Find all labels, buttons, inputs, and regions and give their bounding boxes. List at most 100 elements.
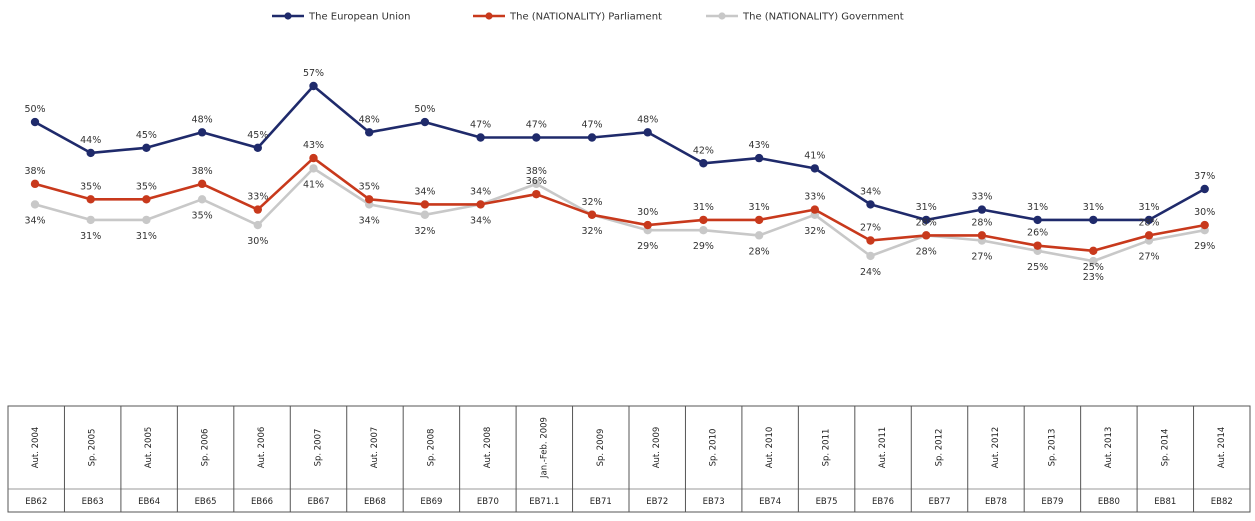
point-1-12 — [699, 215, 708, 225]
x-tick-code-17: EB78 — [985, 497, 1007, 507]
point-2-19 — [1089, 256, 1098, 266]
data-label-1-16: 28% — [916, 217, 937, 228]
point-1-1 — [86, 195, 95, 204]
point-0-6 — [365, 128, 374, 137]
data-label-1-14: 33% — [804, 192, 825, 203]
data-label-2-16: 28% — [916, 246, 937, 257]
data-label-1-21: 30% — [1194, 207, 1215, 218]
x-tick-date-6: Aut. 2007 — [370, 427, 380, 469]
x-tick-code-13: EB74 — [759, 497, 781, 507]
data-label-1-19: 25% — [1083, 262, 1104, 273]
data-label-0-1: 44% — [80, 135, 101, 146]
data-label-0-10: 47% — [581, 120, 602, 131]
point-0-2 — [142, 143, 151, 152]
data-label-2-12: 29% — [693, 241, 714, 252]
point-0-12 — [699, 159, 708, 168]
x-tick-code-1: EB63 — [82, 497, 104, 507]
point-1-18 — [1033, 241, 1042, 250]
x-tick-code-15: EB76 — [872, 497, 894, 507]
point-0-17 — [977, 205, 987, 214]
legend-label-1: The (NATIONALITY) Parliament — [509, 12, 662, 23]
data-label-0-16: 31% — [916, 202, 937, 213]
data-label-1-10: 32% — [581, 197, 602, 208]
point-1-6 — [365, 195, 374, 204]
point-0-0 — [30, 117, 40, 127]
x-tick-code-18: EB79 — [1041, 497, 1063, 507]
data-label-0-9: 47% — [526, 120, 547, 131]
data-label-1-8: 34% — [470, 186, 491, 197]
data-label-1-20: 28% — [1138, 217, 1159, 228]
x-tick-date-18: Sp. 2013 — [1047, 429, 1057, 467]
data-label-0-19: 31% — [1083, 202, 1104, 213]
point-0-4 — [253, 143, 262, 152]
point-0-21 — [1200, 184, 1209, 194]
data-label-0-5: 57% — [303, 68, 324, 79]
data-label-1-6: 35% — [359, 181, 380, 192]
data-label-0-17: 33% — [971, 192, 992, 203]
point-1-16 — [922, 231, 931, 240]
x-tick-code-6: EB68 — [364, 497, 386, 507]
data-label-0-13: 43% — [749, 140, 770, 151]
point-1-17 — [977, 231, 987, 240]
data-label-0-21: 37% — [1194, 171, 1215, 182]
point-0-14 — [810, 164, 819, 173]
x-tick-date-20: Sp. 2014 — [1160, 429, 1170, 467]
point-2-13 — [754, 231, 764, 240]
x-tick-date-3: Sp. 2006 — [201, 429, 211, 467]
data-label-2-2: 31% — [136, 231, 157, 242]
x-tick-code-19: EB80 — [1098, 497, 1120, 507]
series-line-2 — [34, 167, 1205, 263]
point-2-3 — [197, 195, 207, 204]
x-tick-date-15: Aut. 2011 — [878, 427, 888, 469]
point-1-8 — [476, 200, 485, 209]
point-0-3 — [197, 128, 207, 137]
data-label-0-0: 50% — [24, 104, 45, 115]
data-label-2-10: 32% — [581, 226, 602, 237]
point-1-19 — [1089, 246, 1098, 255]
x-tick-date-5: Sp. 2007 — [314, 429, 324, 467]
point-0-13 — [754, 153, 764, 163]
point-1-5 — [309, 153, 318, 163]
x-tick-date-17: Aut. 2012 — [991, 427, 1001, 469]
legend-marker-1 — [485, 12, 493, 20]
data-label-1-17: 28% — [971, 217, 992, 228]
point-0-5 — [309, 81, 318, 91]
data-label-0-12: 42% — [693, 145, 714, 156]
point-1-13 — [754, 215, 764, 225]
data-label-1-5: 43% — [303, 140, 324, 151]
data-label-2-6: 34% — [359, 215, 380, 226]
point-2-1 — [86, 215, 95, 225]
point-0-11 — [643, 128, 652, 137]
point-1-20 — [1144, 231, 1154, 240]
x-tick-date-8: Aut. 2008 — [483, 427, 493, 469]
x-tick-code-12: EB73 — [703, 497, 725, 507]
data-label-0-3: 48% — [192, 114, 213, 125]
point-2-4 — [253, 220, 262, 230]
legend-label-0: The European Union — [308, 12, 410, 23]
point-0-15 — [866, 200, 875, 209]
legend-marker-0 — [284, 12, 292, 20]
x-tick-date-9: Jan.-Feb. 2009 — [539, 417, 549, 479]
x-tick-date-4: Aut. 2006 — [257, 427, 267, 469]
point-2-2 — [142, 215, 151, 225]
data-label-1-13: 31% — [749, 202, 770, 213]
data-label-1-4: 33% — [247, 192, 268, 203]
data-label-2-17: 27% — [971, 252, 992, 263]
data-label-2-8: 34% — [470, 215, 491, 226]
data-label-2-14: 32% — [804, 226, 825, 237]
point-0-8 — [476, 133, 485, 142]
data-label-2-13: 28% — [749, 246, 770, 257]
point-2-0 — [30, 200, 40, 209]
point-1-2 — [142, 195, 151, 204]
data-label-0-6: 48% — [359, 114, 380, 125]
data-label-1-1: 35% — [80, 181, 101, 192]
point-0-7 — [420, 117, 430, 127]
x-tick-code-7: EB69 — [420, 497, 442, 507]
data-label-2-21: 29% — [1194, 241, 1215, 252]
data-label-0-8: 47% — [470, 120, 491, 131]
data-label-2-15: 24% — [860, 267, 881, 278]
x-tick-date-19: Aut. 2013 — [1104, 427, 1114, 469]
point-1-11 — [643, 220, 652, 230]
data-label-1-12: 31% — [693, 202, 714, 213]
